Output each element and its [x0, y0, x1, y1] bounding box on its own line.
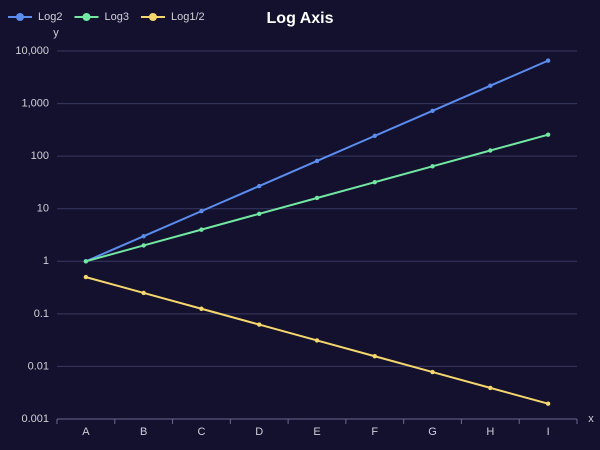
- y-tick-label: 1,000: [21, 97, 49, 109]
- point: [430, 369, 435, 375]
- x-tick-label: I: [547, 426, 550, 438]
- y-tick-label: 0.01: [28, 360, 49, 372]
- y-tick-label: 10,000: [15, 45, 49, 57]
- x-tick-label: B: [140, 426, 147, 438]
- y-tick-label: 10: [37, 203, 49, 215]
- y-tick-label: 1: [43, 255, 49, 267]
- point: [372, 354, 377, 359]
- legend-label: Log1/2: [171, 11, 205, 23]
- x-tick-label: D: [255, 426, 263, 438]
- point: [83, 274, 89, 280]
- point: [199, 306, 204, 311]
- point: [545, 401, 551, 406]
- x-tick-label: F: [371, 426, 378, 438]
- point: [257, 322, 262, 327]
- point: [141, 234, 146, 239]
- point: [488, 148, 493, 153]
- point: [488, 385, 493, 391]
- point: [257, 211, 262, 217]
- point: [430, 164, 435, 169]
- point: [430, 108, 435, 113]
- point: [199, 208, 204, 214]
- point: [257, 183, 262, 189]
- x-tick-label: E: [313, 426, 320, 438]
- chart-title: Log Axis: [267, 10, 334, 27]
- point: [545, 58, 551, 63]
- legend-marker: [82, 13, 91, 21]
- point: [314, 158, 320, 164]
- x-axis-label: x: [588, 413, 594, 425]
- legend-marker: [16, 13, 24, 21]
- legend-label: Log3: [104, 11, 128, 23]
- legend-marker: [148, 13, 157, 21]
- point: [545, 132, 551, 137]
- x-tick-label: A: [82, 426, 90, 438]
- y-tick-label: 0.001: [21, 413, 49, 425]
- point: [141, 290, 146, 296]
- point: [141, 243, 146, 248]
- y-tick-label: 0.1: [34, 308, 49, 320]
- x-tick-label: C: [197, 426, 205, 438]
- point: [314, 195, 320, 201]
- y-axis-label: y: [53, 27, 59, 39]
- x-tick-label: H: [486, 426, 494, 438]
- point: [488, 83, 493, 88]
- y-tick-label: 100: [31, 150, 49, 162]
- x-tick-label: G: [428, 426, 437, 438]
- point: [372, 133, 377, 139]
- point: [372, 179, 377, 185]
- point: [314, 338, 320, 343]
- point: [83, 259, 89, 264]
- point: [199, 227, 204, 232]
- legend-label: Log2: [38, 11, 62, 23]
